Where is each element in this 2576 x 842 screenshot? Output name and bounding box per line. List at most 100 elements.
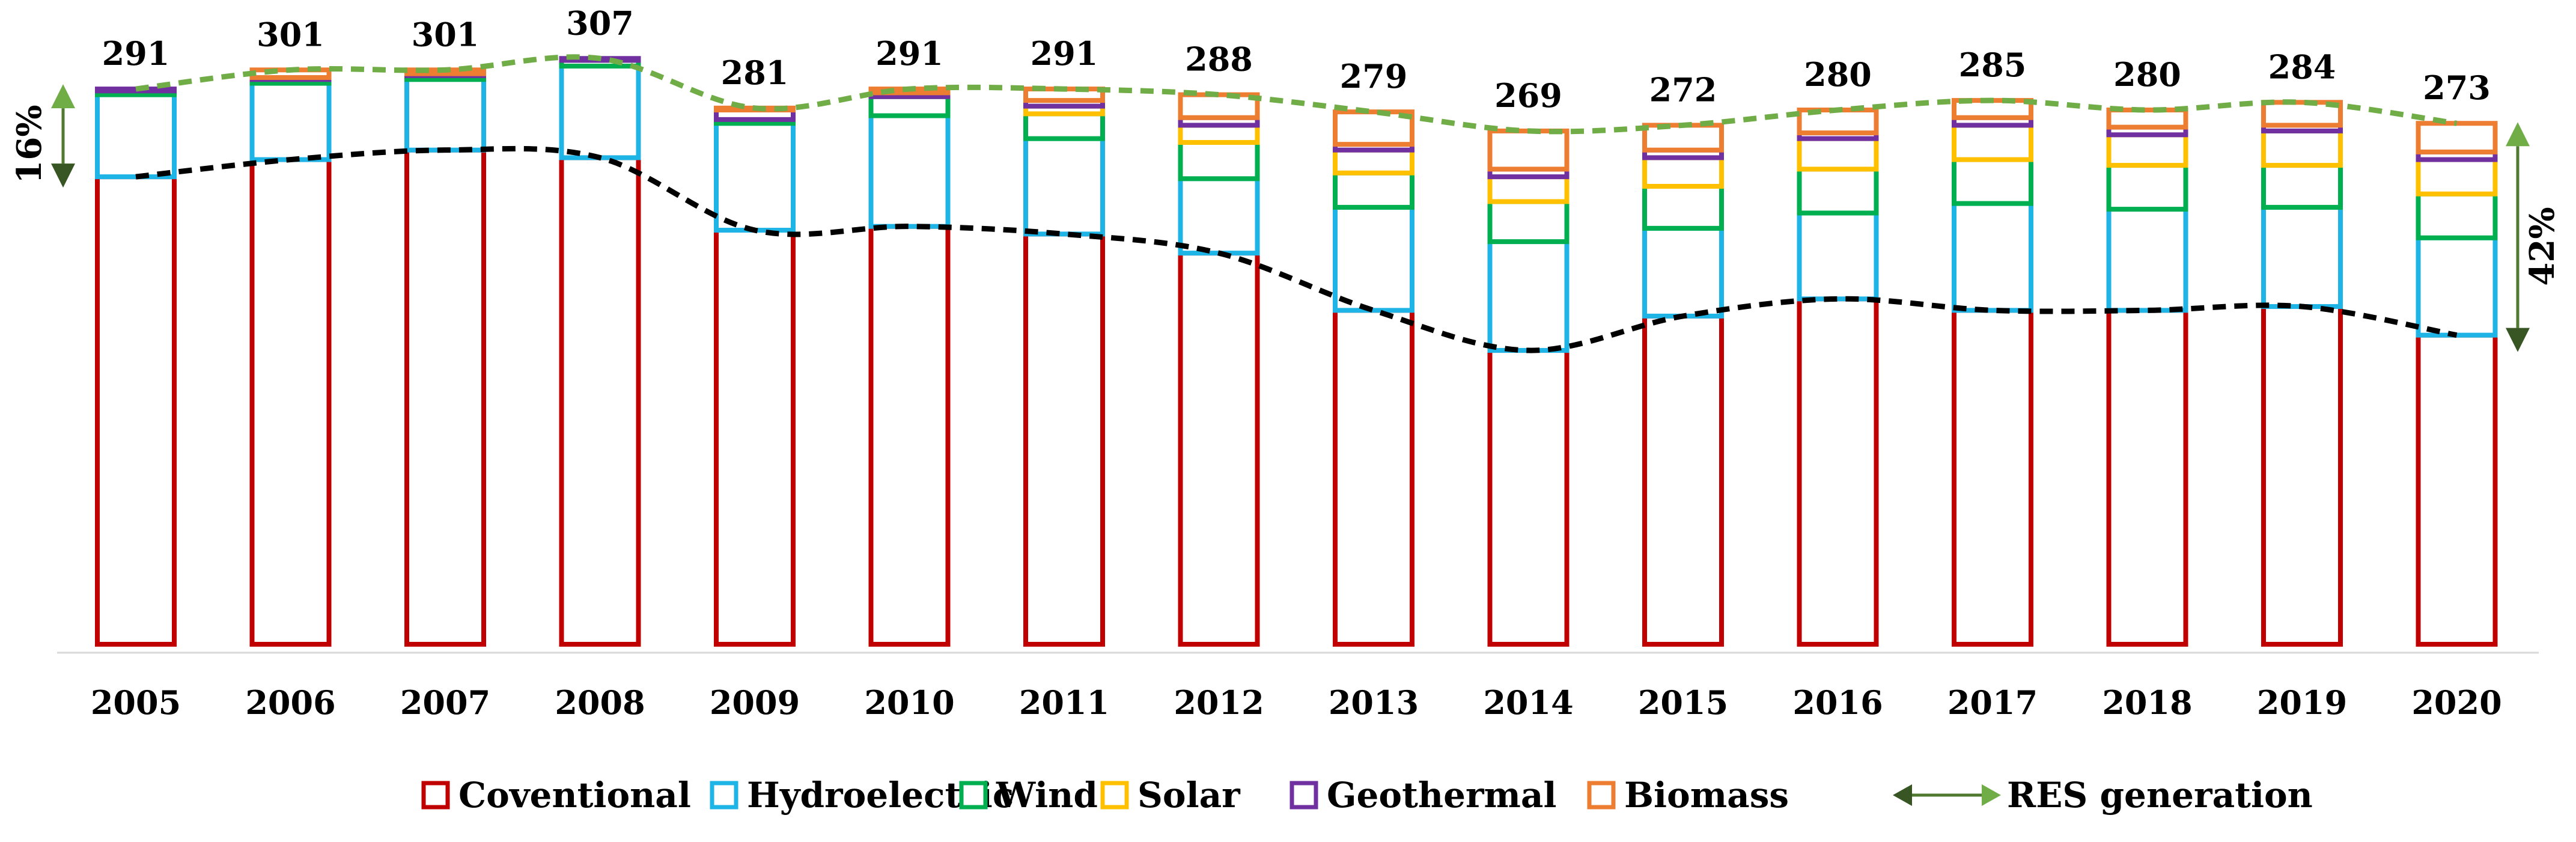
x-tick-label-2008: 2008: [555, 683, 645, 722]
labels-layer: 291 301 301 307 281 291 291 288 279 269 272 280 285 2…: [102, 4, 2491, 115]
total-label-2007: 301: [412, 15, 480, 53]
total-label-2017: 285: [1959, 46, 2027, 84]
bar-segment-wind-2017: [1952, 157, 2033, 206]
x-tick-label-2010: 2010: [864, 683, 954, 722]
bar-segment-wind-2014: [1487, 199, 1570, 245]
bar-segment-solar-2020: [2416, 157, 2498, 197]
legend-label-res-generation: RES generation: [2007, 775, 2313, 816]
legend-swatch-hydroelectric: [710, 781, 738, 810]
bar-segment-wind-2018: [2106, 163, 2188, 212]
bar-segment-wind-2016: [1797, 166, 1879, 216]
bar-segment-wind-2013: [1333, 170, 1414, 210]
total-label-2009: 281: [721, 53, 789, 92]
total-label-2008: 307: [566, 4, 634, 42]
bar-segment-hydroelectric-2008: [559, 63, 641, 160]
bar-segment-coventional-2016: [1797, 296, 1879, 647]
x-tick-label-2012: 2012: [1174, 683, 1264, 722]
line-conventional-line: [135, 145, 2458, 353]
bar-segment-geothermal-2005: [95, 87, 177, 94]
total-label-2019: 284: [2268, 47, 2336, 86]
bar-segment-hydroelectric-2010: [868, 113, 951, 229]
bar-segment-coventional-2017: [1952, 308, 2033, 647]
x-tick-label-2011: 2011: [1019, 683, 1109, 722]
bar-segment-wind-2010: [868, 94, 951, 118]
bar-segment-hydroelectric-2012: [1178, 176, 1260, 256]
annotation-arrow-left-head-down: [51, 163, 75, 188]
bar-segment-hydroelectric-2005: [95, 92, 177, 180]
annotation-arrow-right-head-up: [2506, 122, 2530, 147]
total-label-2005: 291: [102, 34, 170, 73]
total-label-2016: 280: [1804, 55, 1872, 94]
total-label-2020: 273: [2423, 69, 2491, 107]
bar-segment-coventional-2018: [2106, 308, 2188, 647]
bar-segment-hydroelectric-2006: [249, 81, 332, 162]
legend-swatch-solar: [1100, 781, 1129, 810]
bar-segment-coventional-2020: [2416, 332, 2498, 647]
x-tick-label-2017: 2017: [1947, 683, 2038, 722]
bar-segment-biomass-2018: [2106, 108, 2188, 130]
bar-segment-hydroelectric-2007: [404, 77, 486, 153]
bar-segment-biomass-2015: [1642, 123, 1724, 153]
total-label-2012: 288: [1185, 40, 1253, 79]
bar-segment-hydroelectric-2011: [1023, 136, 1105, 237]
total-label-2015: 272: [1649, 70, 1717, 109]
bar-segment-hydroelectric-2016: [1797, 210, 1879, 302]
bar-segment-hydroelectric-2014: [1487, 239, 1570, 353]
bar-segment-hydroelectric-2018: [2106, 207, 2188, 313]
x-tick-label-2015: 2015: [1638, 683, 1728, 722]
annotation-label-left: 16%: [10, 105, 49, 183]
bar-segment-hydroelectric-2009: [714, 121, 796, 233]
x-tick-label-2013: 2013: [1329, 683, 1419, 722]
bar-segment-biomass-2017: [1952, 98, 2033, 120]
bar-segment-coventional-2011: [1023, 231, 1105, 647]
bar-segment-wind-2015: [1642, 184, 1724, 231]
total-label-2014: 269: [1494, 76, 1562, 115]
bars-layer: [95, 56, 2498, 647]
line-total-generation-line: [135, 54, 2458, 135]
bar-segment-coventional-2007: [404, 147, 486, 647]
annotation-arrow-left-head-up: [51, 84, 75, 109]
bar-segment-solar-2019: [2261, 128, 2343, 168]
legend-res-arrow-head-right: [1982, 784, 2001, 806]
x-tick-label-2005: 2005: [91, 683, 181, 722]
x-tick-label-2018: 2018: [2102, 683, 2192, 722]
bar-segment-coventional-2013: [1333, 308, 1414, 647]
bar-segment-hydroelectric-2013: [1333, 204, 1414, 313]
x-tick-label-2014: 2014: [1483, 683, 1573, 722]
x-tick-label-2016: 2016: [1792, 683, 1883, 722]
legend-label-biomass: Biomass: [1624, 775, 1789, 816]
legend-res-arrow-head-left: [1893, 784, 1912, 806]
bar-segment-coventional-2008: [559, 155, 641, 647]
bar-segment-coventional-2005: [95, 174, 177, 647]
bar-segment-solar-2018: [2106, 132, 2188, 168]
x-tick-label-2020: 2020: [2411, 683, 2501, 722]
bar-segment-hydroelectric-2020: [2416, 235, 2498, 338]
bar-segment-coventional-2015: [1642, 313, 1724, 647]
total-label-2018: 280: [2113, 55, 2181, 94]
bar-segment-coventional-2010: [868, 224, 951, 647]
bar-segment-solar-2015: [1642, 155, 1724, 189]
bar-segment-biomass-2014: [1487, 128, 1570, 172]
annotation-arrow-right-head-down: [2506, 328, 2530, 352]
lines-layer: [135, 54, 2458, 353]
x-tick-label-2007: 2007: [400, 683, 490, 722]
bar-segment-coventional-2019: [2261, 304, 2343, 647]
total-label-2010: 291: [875, 34, 943, 73]
bar-segment-hydroelectric-2015: [1642, 225, 1724, 319]
legend-label-coventional: Coventional: [458, 775, 691, 816]
bar-segment-coventional-2014: [1487, 348, 1570, 647]
bar-segment-coventional-2012: [1178, 251, 1260, 647]
annotations-layer: 16% 42%: [10, 84, 2562, 352]
bar-segment-solar-2012: [1178, 123, 1260, 145]
bar-segment-solar-2016: [1797, 136, 1879, 172]
legend-swatch-biomass: [1587, 781, 1616, 810]
x-tick-label-2006: 2006: [245, 683, 335, 722]
bar-segment-biomass-2013: [1333, 109, 1414, 147]
legend-swatch-wind: [959, 781, 988, 810]
bar-segment-coventional-2006: [249, 157, 332, 647]
legend-swatch-coventional: [421, 781, 450, 810]
bar-segment-wind-2011: [1023, 111, 1105, 141]
bar-segment-solar-2017: [1952, 123, 2033, 162]
